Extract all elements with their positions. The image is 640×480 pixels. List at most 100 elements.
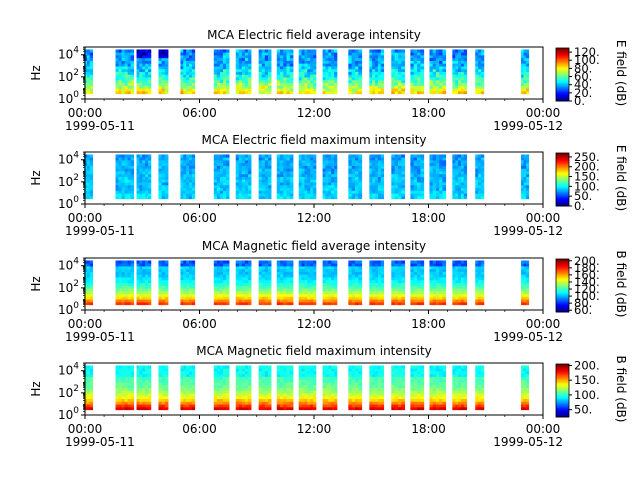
spectrogram-cell: [235, 293, 240, 297]
spectrogram-cell: [247, 265, 252, 270]
spectrogram-cell: [410, 296, 415, 300]
spectrogram-cell: [186, 173, 190, 177]
spectrogram-cell: [247, 88, 252, 92]
spectrogram-cell: [325, 60, 329, 64]
spectrogram-cell: [147, 379, 152, 383]
spectrogram-cell: [523, 57, 527, 61]
spectrogram-cell: [463, 57, 468, 61]
spectrogram-cell: [86, 63, 91, 67]
spectrogram-cell: [452, 82, 456, 86]
spectrogram-cell: [84, 157, 88, 161]
spectrogram-cell: [313, 60, 317, 64]
spectrogram-cell: [283, 162, 287, 166]
spectrogram-cell: [397, 68, 402, 72]
spectrogram-cell: [219, 82, 224, 86]
spectrogram-cell: [183, 157, 187, 161]
spectrogram-cell: [397, 271, 402, 275]
spectrogram-cell: [369, 290, 373, 295]
spectrogram-cell: [244, 193, 249, 197]
spectrogram-cell: [115, 282, 119, 286]
spectrogram-cell: [442, 193, 447, 197]
spectrogram-cell: [127, 165, 132, 169]
spectrogram-cell: [180, 393, 184, 397]
spectrogram-cell: [161, 190, 166, 194]
spectrogram-cell: [189, 373, 193, 377]
data-segment: [258, 154, 272, 200]
spectrogram-cell: [380, 299, 385, 303]
spectrogram-cell: [247, 60, 252, 64]
spectrogram-cell: [283, 168, 287, 172]
spectrogram-cell: [247, 268, 252, 272]
spectrogram-cell: [124, 184, 129, 189]
spectrogram-cell: [276, 63, 281, 67]
spectrogram-cell: [158, 265, 163, 270]
spectrogram-cell: [121, 376, 125, 380]
spectrogram-cell: [410, 52, 415, 56]
spectrogram-cell: [452, 299, 456, 303]
spectrogram-cell: [261, 293, 266, 297]
spectrogram-cell: [115, 370, 119, 375]
spectrogram-cell: [136, 187, 140, 191]
spectrogram-cell: [417, 157, 421, 161]
spectrogram-cell: [115, 54, 119, 59]
spectrogram-cell: [280, 193, 284, 197]
spectrogram-cell: [283, 71, 287, 75]
y-tick-label: 102: [58, 68, 79, 84]
spectrogram-cell: [377, 290, 382, 295]
spectrogram-cell: [147, 49, 152, 53]
spectrogram-cell: [89, 49, 94, 53]
spectrogram-cell: [142, 285, 146, 289]
spectrogram-cell: [219, 162, 224, 166]
spectrogram-cell: [521, 52, 524, 56]
spectrogram-cell: [322, 260, 326, 264]
spectrogram-cell: [429, 176, 434, 180]
spectrogram-cell: [118, 282, 122, 286]
spectrogram-cell: [244, 179, 249, 183]
spectrogram-cell: [435, 282, 440, 286]
spectrogram-cell: [161, 285, 166, 289]
spectrogram-cell: [115, 271, 119, 275]
spectrogram-cell: [410, 263, 415, 267]
spectrogram-cell: [397, 173, 402, 177]
spectrogram-cell: [276, 74, 281, 78]
spectrogram-cell: [301, 154, 305, 158]
spectrogram-cell: [258, 176, 263, 180]
spectrogram-cell: [283, 184, 287, 189]
colorbar-swatch: [556, 274, 569, 277]
spectrogram-cell: [121, 277, 125, 281]
spectrogram-cell: [375, 274, 379, 278]
spectrogram-cell: [334, 63, 338, 67]
spectrogram-cell: [417, 176, 421, 180]
spectrogram-cell: [375, 90, 379, 95]
spectrogram-cell: [142, 179, 146, 183]
spectrogram-cell: [213, 63, 218, 67]
spectrogram-cell: [417, 88, 421, 92]
spectrogram-cell: [455, 299, 459, 303]
spectrogram-cell: [183, 54, 187, 59]
colorbar-label: B field (dB): [614, 251, 628, 318]
spectrogram-cell: [264, 54, 269, 59]
spectrogram-cell: [298, 299, 302, 303]
spectrogram-cell: [460, 85, 465, 89]
spectrogram-cell: [307, 288, 311, 292]
spectrogram-cell: [413, 171, 418, 175]
spectrogram-cell: [372, 195, 376, 200]
spectrogram-cell: [439, 88, 443, 92]
spectrogram-cell: [442, 263, 447, 267]
spectrogram-cell: [417, 82, 421, 86]
spectrogram-cell: [331, 52, 335, 56]
spectrogram-cell: [280, 173, 284, 177]
spectrogram-cell: [247, 271, 252, 275]
spectrogram-cell: [86, 179, 91, 183]
spectrogram-cell: [307, 74, 311, 78]
spectrogram-cell: [86, 173, 91, 177]
spectrogram-cell: [238, 63, 243, 67]
spectrogram-cell: [452, 162, 456, 166]
spectrogram-cell: [475, 88, 479, 92]
colorbar-swatch: [556, 51, 569, 54]
spectrogram-cell: [127, 77, 132, 81]
data-segment: [429, 260, 447, 306]
spectrogram-cell: [372, 157, 376, 161]
spectrogram-cell: [191, 290, 196, 295]
spectrogram-cell: [261, 82, 266, 86]
